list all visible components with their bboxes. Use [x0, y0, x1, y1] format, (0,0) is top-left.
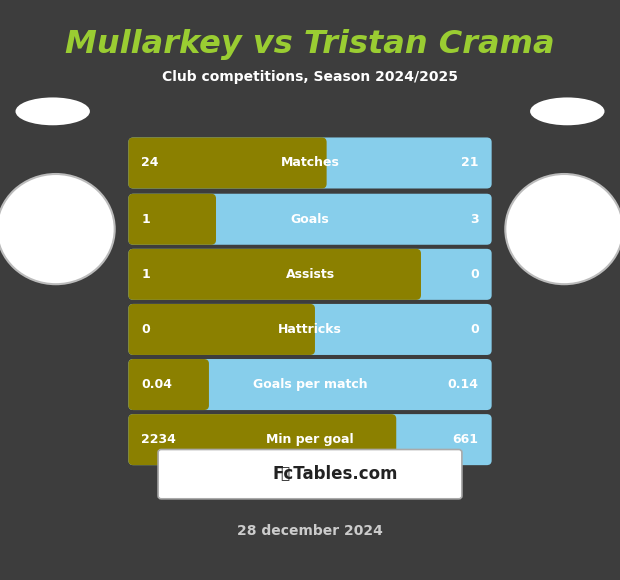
Text: 1: 1: [141, 268, 150, 281]
FancyBboxPatch shape: [128, 194, 492, 245]
Text: Mullarkey vs Tristan Crama: Mullarkey vs Tristan Crama: [65, 28, 555, 60]
Text: 0.14: 0.14: [448, 378, 479, 391]
Text: 1: 1: [141, 213, 150, 226]
FancyBboxPatch shape: [128, 359, 492, 410]
Text: Assists: Assists: [285, 268, 335, 281]
Text: Goals per match: Goals per match: [253, 378, 367, 391]
FancyBboxPatch shape: [128, 249, 421, 300]
Text: 0: 0: [141, 323, 150, 336]
Text: 0.04: 0.04: [141, 378, 172, 391]
Text: 📊: 📊: [281, 467, 290, 481]
Text: 21: 21: [461, 157, 479, 169]
Text: Hattricks: Hattricks: [278, 323, 342, 336]
Text: FcTables.com: FcTables.com: [272, 465, 397, 483]
Text: Matches: Matches: [281, 157, 339, 169]
Text: Club competitions, Season 2024/2025: Club competitions, Season 2024/2025: [162, 70, 458, 84]
FancyBboxPatch shape: [128, 194, 216, 245]
Ellipse shape: [16, 97, 90, 125]
Text: 661: 661: [453, 433, 479, 446]
Text: 3: 3: [470, 213, 479, 226]
Circle shape: [0, 174, 115, 284]
FancyBboxPatch shape: [128, 414, 492, 465]
FancyBboxPatch shape: [128, 414, 396, 465]
Text: Min per goal: Min per goal: [266, 433, 354, 446]
Circle shape: [505, 174, 620, 284]
FancyBboxPatch shape: [128, 304, 492, 355]
FancyBboxPatch shape: [158, 450, 462, 499]
FancyBboxPatch shape: [128, 359, 209, 410]
Ellipse shape: [530, 97, 604, 125]
FancyBboxPatch shape: [128, 304, 315, 355]
Text: 2234: 2234: [141, 433, 176, 446]
Text: 24: 24: [141, 157, 159, 169]
Text: 0: 0: [470, 268, 479, 281]
Text: 0: 0: [470, 323, 479, 336]
FancyBboxPatch shape: [128, 137, 492, 188]
Text: 28 december 2024: 28 december 2024: [237, 524, 383, 538]
FancyBboxPatch shape: [128, 137, 327, 188]
FancyBboxPatch shape: [128, 249, 492, 300]
Text: Goals: Goals: [291, 213, 329, 226]
